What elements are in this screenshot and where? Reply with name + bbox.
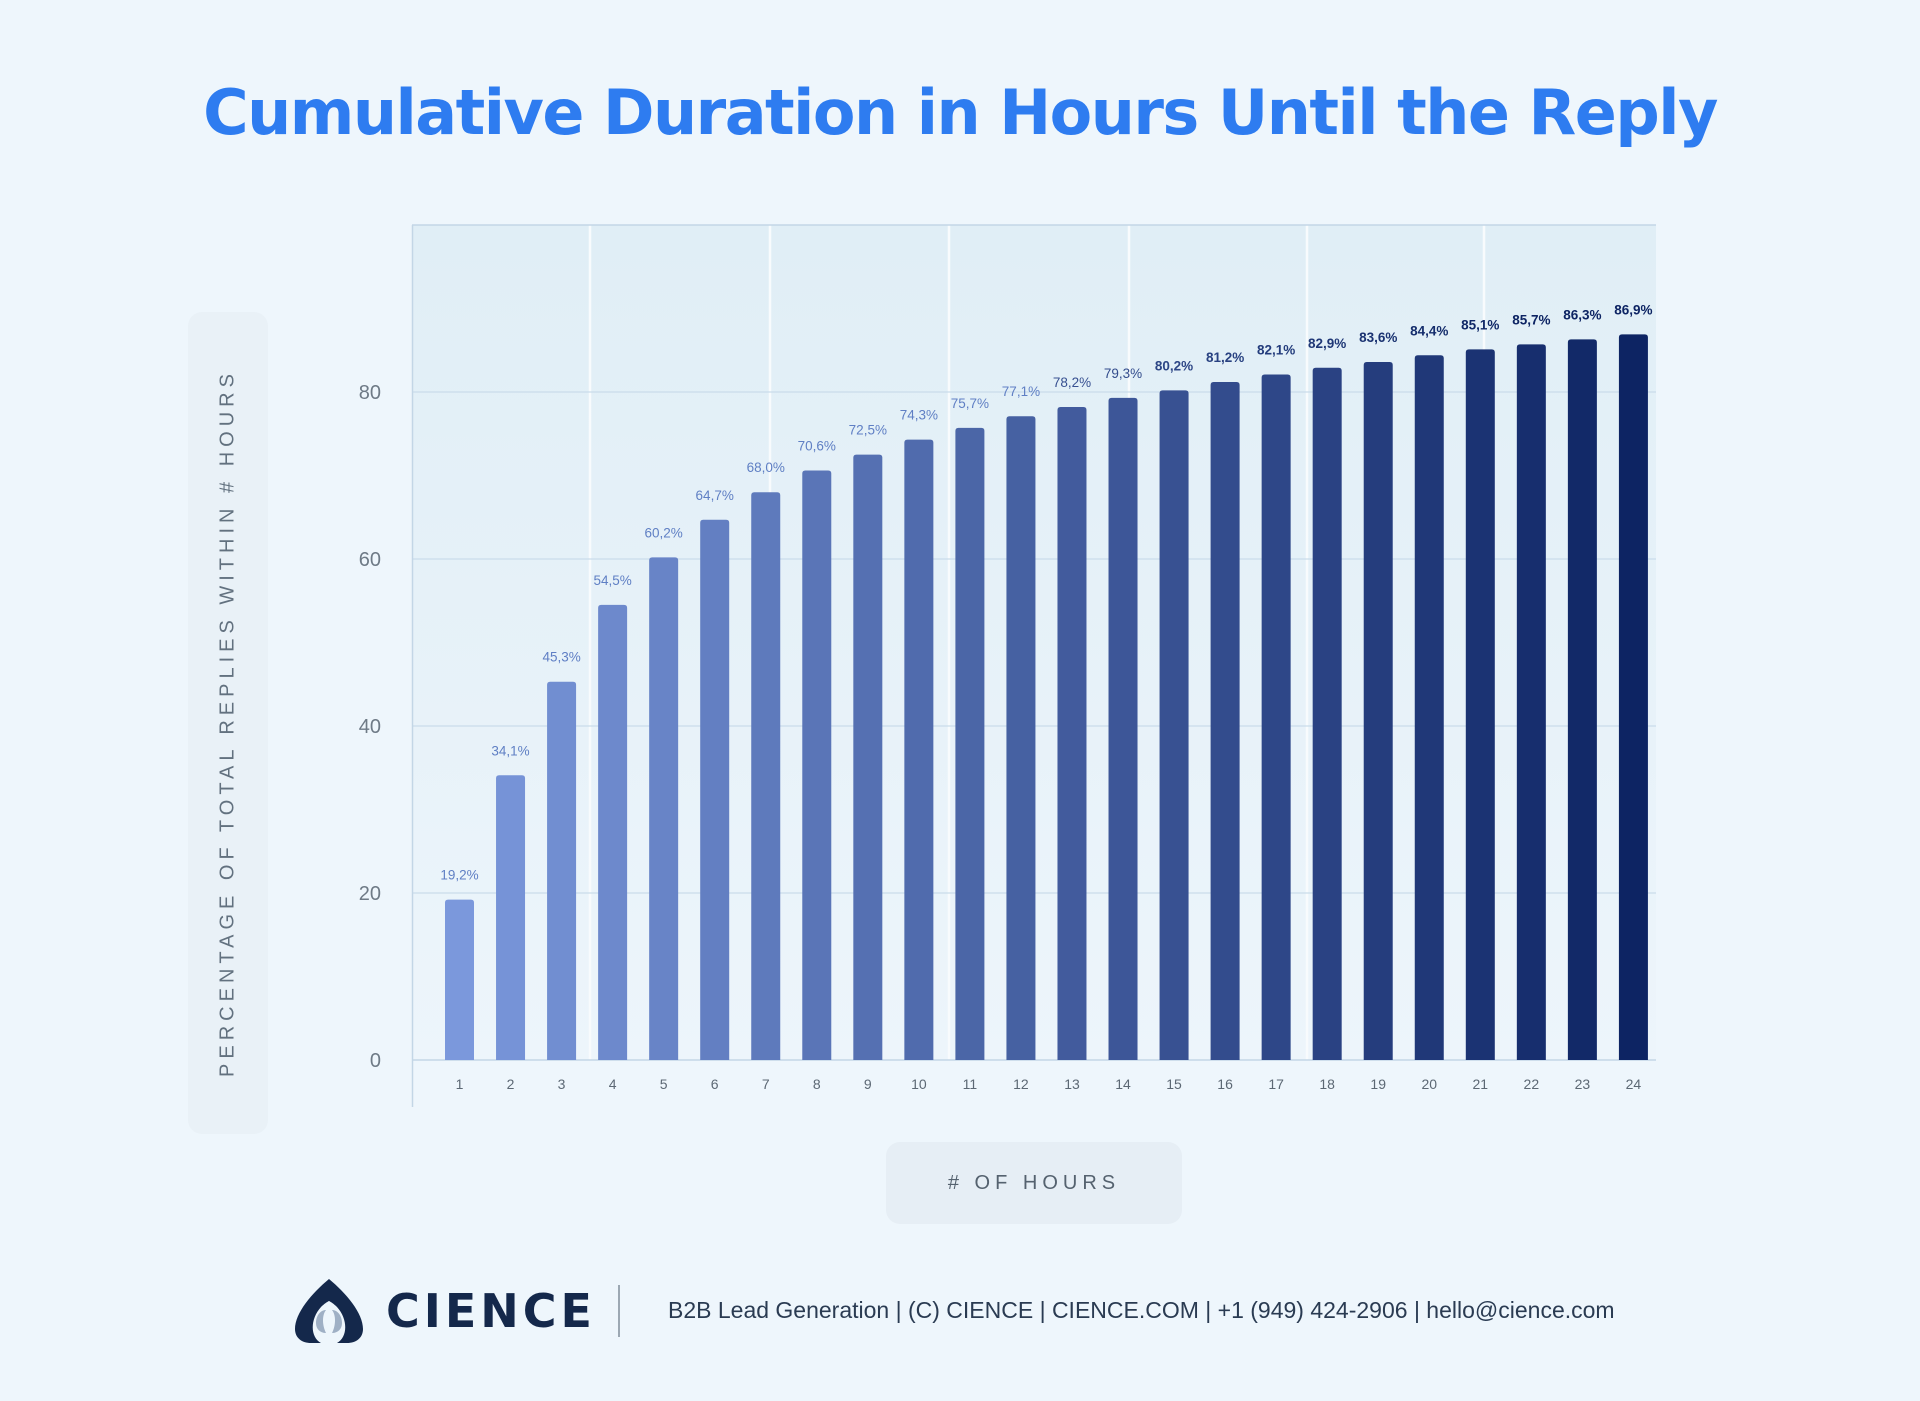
footer-divider [618,1285,620,1337]
x-tick-label: 11 [963,1076,978,1092]
bar-value-label: 81,2% [1206,350,1244,365]
x-tick-label: 17 [1268,1076,1284,1092]
x-tick-label: 18 [1319,1076,1335,1092]
bar-value-label: 70,6% [798,438,836,453]
x-tick-label: 15 [1166,1076,1182,1092]
y-tick-label: 20 [359,883,381,905]
chart-title: Cumulative Duration in Hours Until the R… [203,76,1718,149]
bar-value-label: 34,1% [491,743,529,758]
x-tick-label: 19 [1370,1076,1386,1092]
x-tick-label: 10 [911,1076,927,1092]
cience-logo-icon [295,1279,363,1343]
bar [1516,344,1546,1060]
bar-value-label: 60,2% [645,525,683,540]
x-tick-label: 23 [1575,1076,1591,1092]
bar [445,899,474,1060]
x-tick-label: 14 [1115,1076,1131,1092]
x-tick-label: 12 [1013,1076,1029,1092]
x-tick-labels: 1 2 3 4 5 6 7 8 9 10 11 12 13 14 15 16 17 18 19 20 21 22 23 24 [456,1076,1642,1092]
bar-value-label: 54,5% [593,573,631,588]
y-axis-label-box [188,312,268,1134]
brand-name: CIENCE [386,1284,596,1338]
footer-contact-text: B2B Lead Generation | (C) CIENCE | CIENC… [668,1297,1615,1323]
bar-value-label: 82,9% [1308,336,1346,351]
bar-value-label: 83,6% [1359,330,1397,345]
bar [1210,381,1240,1061]
bar [751,492,781,1060]
x-tick-label: 21 [1473,1076,1489,1092]
bar-value-label: 79,3% [1104,366,1142,381]
x-tick-label: 22 [1524,1076,1540,1092]
x-axis-label: # OF HOURS [947,1171,1121,1194]
x-tick-label: 16 [1217,1076,1233,1092]
bar [496,775,526,1060]
x-tick-label: 5 [660,1076,668,1092]
bar [1057,407,1087,1060]
bar [598,604,628,1060]
bar [547,681,577,1060]
bar [1159,390,1189,1061]
bar [649,557,679,1060]
bar [1618,334,1648,1060]
bar-value-label: 64,7% [696,488,734,503]
bar [1414,355,1444,1060]
y-tick-label: 80 [359,382,381,404]
bar-value-label: 84,4% [1410,323,1448,338]
bar-value-label: 78,2% [1053,375,1091,390]
bar [1465,349,1495,1060]
x-tick-label: 3 [558,1076,566,1092]
bar-value-label: 68,0% [747,460,785,475]
bar-value-label: 82,1% [1257,342,1295,357]
x-tick-label: 8 [813,1076,821,1092]
bar-value-label: 85,7% [1512,312,1550,327]
x-tick-label: 4 [609,1076,617,1092]
bar [1567,339,1597,1060]
bar [904,439,934,1061]
bar-value-label: 45,3% [542,650,580,665]
x-tick-label: 6 [711,1076,719,1092]
y-tick-label: 40 [359,716,381,738]
x-tick-label: 2 [507,1076,515,1092]
y-tick-label: 0 [370,1050,381,1072]
bar-value-label: 86,9% [1614,302,1652,317]
y-tick-labels: 0 20 40 60 80 [359,382,381,1072]
bar [1108,397,1138,1061]
bar [1312,367,1342,1060]
x-tick-label: 13 [1064,1076,1080,1092]
bar [853,454,883,1060]
bar-value-label: 85,1% [1461,317,1499,332]
bar [1363,361,1393,1060]
bar-value-label: 77,1% [1002,384,1040,399]
bars [445,334,1648,1061]
bar [700,519,730,1060]
x-tick-label: 9 [864,1076,872,1092]
bar-value-label: 86,3% [1563,307,1601,322]
bar [802,470,832,1060]
x-tick-label: 1 [456,1076,464,1092]
bar [1261,374,1291,1061]
bar-value-label: 80,2% [1155,358,1193,373]
y-tick-label: 60 [359,549,381,571]
x-axis-label-box: # OF HOURS [886,1142,1182,1224]
x-tick-label: 7 [762,1076,770,1092]
x-tick-label: 24 [1626,1076,1642,1092]
bar-value-label: 72,5% [849,423,887,438]
bar [1006,416,1036,1061]
x-tick-label: 20 [1421,1076,1437,1092]
data-labels: 19,2% 34,1% 45,3% 54,5% 60,2% 64,7% 68,0% 70,6%… [440,302,1652,882]
bar-value-label: 75,7% [951,396,989,411]
bar-value-label: 19,2% [440,868,478,883]
bar [955,427,985,1060]
bar-value-label: 74,3% [900,408,938,423]
